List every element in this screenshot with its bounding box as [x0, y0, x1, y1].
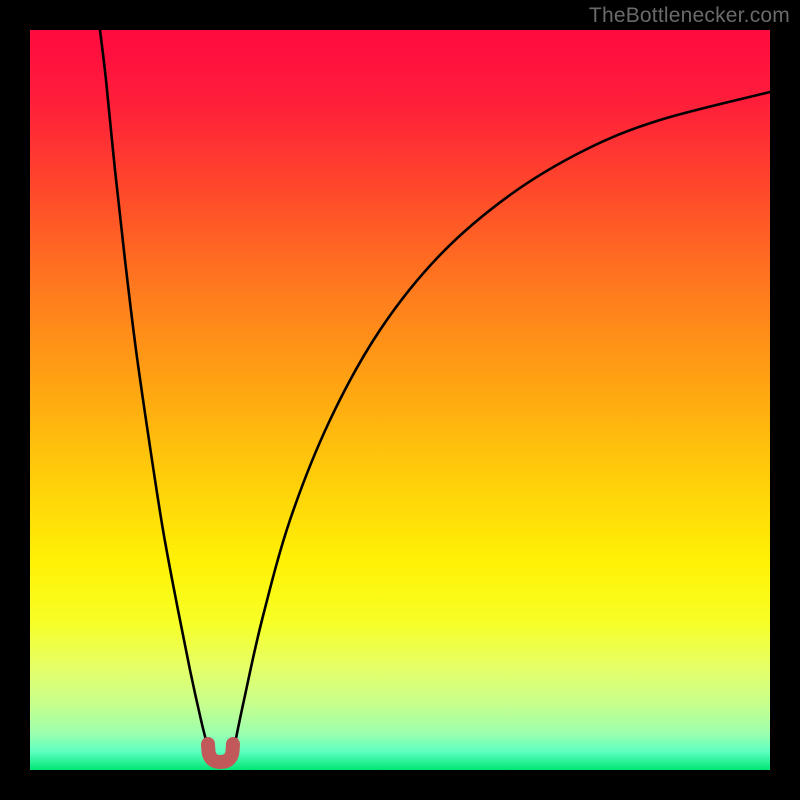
- chart-container: TheBottlenecker.com: [0, 0, 800, 800]
- plot-background: [30, 30, 770, 770]
- watermark-text: TheBottlenecker.com: [589, 4, 790, 28]
- bottleneck-chart: [0, 0, 800, 800]
